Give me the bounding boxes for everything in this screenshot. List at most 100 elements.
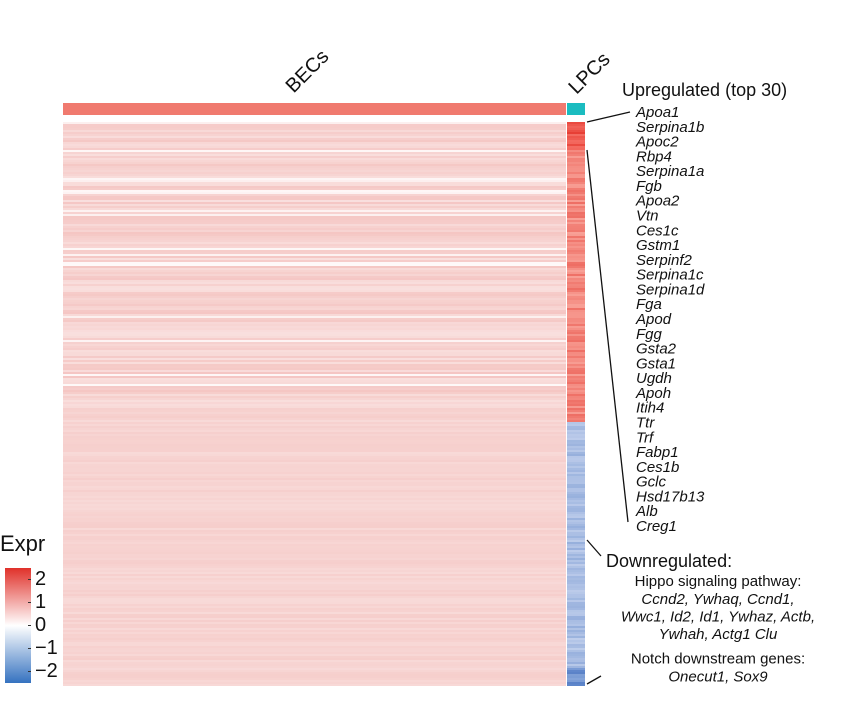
heatmap-row — [63, 150, 566, 152]
heatmap-row — [63, 252, 566, 254]
lpc-row — [567, 596, 585, 598]
lpc-row — [567, 364, 585, 366]
lpc-row — [567, 278, 585, 280]
lpc-row — [567, 232, 585, 234]
lpc-row — [567, 196, 585, 198]
heatmap-row — [63, 258, 566, 260]
heatmap-row — [63, 322, 566, 324]
lpc-row — [567, 262, 585, 264]
lpc-row — [567, 178, 585, 180]
lpc-row — [567, 486, 585, 488]
heatmap-row — [63, 518, 566, 520]
heatmap-row — [63, 268, 566, 270]
heatmap-row — [63, 292, 566, 294]
lpc-row — [567, 538, 585, 540]
lpc-row — [567, 536, 585, 538]
heatmap-row — [63, 572, 566, 574]
lpc-row — [567, 618, 585, 620]
heatmap-row — [63, 140, 566, 142]
lpc-row — [567, 354, 585, 356]
gene-label: Serpinf2 — [636, 252, 693, 269]
lpc-row — [567, 418, 585, 420]
lpc-row — [567, 520, 585, 522]
lpc-row — [567, 514, 585, 516]
lpc-row — [567, 576, 585, 578]
lpc-row — [567, 490, 585, 492]
heatmap-row — [63, 262, 566, 264]
lpc-row — [567, 308, 585, 310]
lpc-row — [567, 574, 585, 576]
lpc-row — [567, 594, 585, 596]
lpc-row — [567, 168, 585, 170]
heatmap-row — [63, 548, 566, 550]
heatmap-row — [63, 290, 566, 292]
lpc-row — [567, 470, 585, 472]
lpc-row — [567, 338, 585, 340]
lpc-row — [567, 234, 585, 236]
gene-label: Gsta2 — [636, 341, 677, 358]
lpc-row — [567, 462, 585, 464]
heatmap-row — [63, 200, 566, 202]
heatmap-row — [63, 604, 566, 606]
lpc-row — [567, 442, 585, 444]
lpc-row — [567, 166, 585, 168]
heatmap-row — [63, 446, 566, 448]
heatmap-row — [63, 434, 566, 436]
lpc-row — [567, 366, 585, 368]
lpc-row — [567, 422, 585, 424]
lpc-row — [567, 300, 585, 302]
heatmap-row — [63, 590, 566, 592]
heatmap-row — [63, 180, 566, 182]
group-title: Notch downstream genes: — [631, 650, 805, 667]
gene-group: Ccnd2, Ywhaq, Ccnd1, — [641, 591, 794, 608]
lpc-row — [567, 410, 585, 412]
lpc-row — [567, 670, 585, 672]
gene-label: Trf — [636, 429, 655, 446]
heatmap-row — [63, 282, 566, 284]
lpc-row — [567, 228, 585, 230]
heatmap-row — [63, 640, 566, 642]
lpc-row — [567, 330, 585, 332]
heatmap-row — [63, 616, 566, 618]
lpc-row — [567, 556, 585, 558]
heatmap-row — [63, 534, 566, 536]
heatmap-row — [63, 148, 566, 150]
heatmap-row — [63, 386, 566, 388]
lpc-row — [567, 450, 585, 452]
lpc-row — [567, 246, 585, 248]
lpc-row — [567, 580, 585, 582]
lpc-row — [567, 154, 585, 156]
heatmap-row — [63, 294, 566, 296]
lpc-row — [567, 426, 585, 428]
lpc-row — [567, 592, 585, 594]
lpc-row — [567, 488, 585, 490]
heatmap-row — [63, 510, 566, 512]
heatmap-row — [63, 240, 566, 242]
lpc-row — [567, 658, 585, 660]
heatmap-row — [63, 614, 566, 616]
lpc-row — [567, 676, 585, 678]
lpc-row — [567, 180, 585, 182]
heatmap-row — [63, 210, 566, 212]
lpc-row — [567, 586, 585, 588]
lpc-row — [567, 496, 585, 498]
heatmap-row — [63, 264, 566, 266]
heatmap-row — [63, 342, 566, 344]
lpc-row — [567, 362, 585, 364]
heatmap-row — [63, 308, 566, 310]
lpc-row — [567, 360, 585, 362]
heatmap-row — [63, 372, 566, 374]
heatmap-row — [63, 666, 566, 668]
gene-label: Serpina1b — [636, 119, 704, 136]
lpc-row — [567, 432, 585, 434]
heatmap-row — [63, 584, 566, 586]
heatmap-row — [63, 346, 566, 348]
lpc-row — [567, 472, 585, 474]
heatmap-row — [63, 440, 566, 442]
gene-label: Ces1c — [636, 222, 679, 239]
gene-group: Ywhah, Actg1 Clu — [659, 626, 778, 643]
lpc-row — [567, 292, 585, 294]
gene-label: Gsta1 — [636, 355, 676, 372]
lpc-row — [567, 284, 585, 286]
heatmap-row — [63, 152, 566, 154]
